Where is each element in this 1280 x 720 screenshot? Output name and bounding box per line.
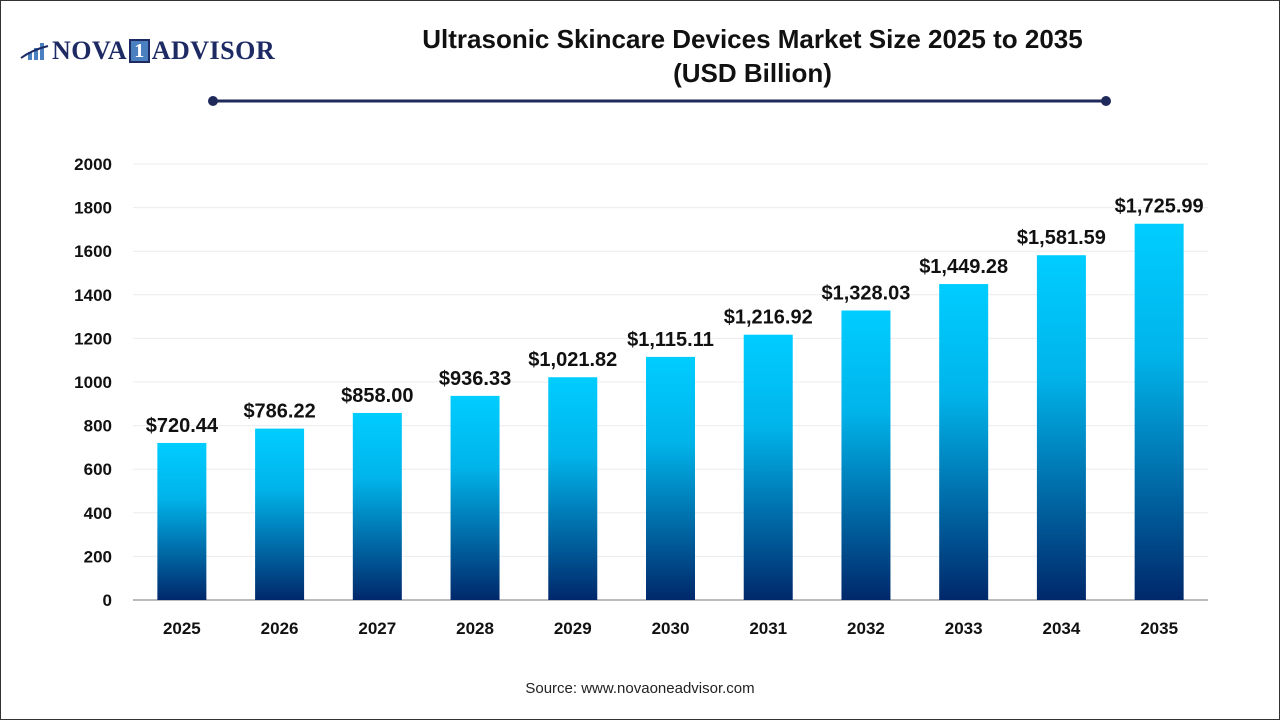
chart-title: Ultrasonic Skincare Devices Market Size … [300,22,1205,90]
y-tick-label: 1200 [74,329,112,348]
y-tick-label: 2000 [74,155,112,174]
bar-2031 [743,334,793,600]
x-tick-label: 2033 [945,619,983,638]
y-tick-label: 1400 [74,286,112,305]
data-label-2034: $1,581.59 [1017,227,1106,249]
y-tick-label: 1000 [74,373,112,392]
x-tick-label: 2034 [1042,619,1080,638]
x-tick-label: 2028 [456,619,494,638]
data-label-2028: $936.33 [439,368,511,390]
y-tick-label: 400 [84,504,112,523]
chart-title-line2: (USD Billion) [673,58,832,88]
y-tick-label: 1800 [74,199,112,218]
chart-title-line1: Ultrasonic Skincare Devices Market Size … [422,24,1083,54]
y-tick-label: 1600 [74,242,112,261]
y-axis-ticks: 0 200 400 600 800 1000 1200 1400 1600 1800 2000 [74,155,112,610]
bar-2030 [646,356,695,600]
x-tick-label: 2026 [261,619,299,638]
x-tick-label: 2031 [749,619,787,638]
data-label-2031: $1,216.92 [724,307,813,329]
data-label-2033: $1,449.28 [919,256,1008,278]
bar-2027 [352,412,402,600]
logo-bars-icon [20,43,49,60]
bar-2025 [157,442,207,600]
data-label-2026: $786.22 [243,401,315,423]
y-tick-label: 600 [84,460,112,479]
data-label-2035: $1,725.99 [1115,196,1204,218]
y-tick-label: 800 [84,417,112,436]
x-tick-label: 2029 [554,619,592,638]
source-note: Source: www.novaoneadvisor.com [525,680,755,697]
data-labels: $720.44 $786.22 $858.00 $936.33 $1,021.82 $1,… [146,196,1204,437]
title-rule [208,96,1111,106]
bar-2034 [1036,255,1086,600]
x-tick-label: 2032 [847,619,885,638]
x-tick-label: 2027 [358,619,396,638]
logo-text-one: 1 [129,39,150,63]
logo-text-nova: NOVA [52,36,128,65]
data-label-2029: $1,021.82 [528,349,617,371]
bar-2033 [939,284,989,600]
bars [157,223,1184,600]
x-tick-label: 2030 [652,619,690,638]
logo: NOVA 1 ADVISOR [20,36,275,66]
title-rule-dot-right [1101,96,1111,106]
x-tick-label: 2035 [1140,619,1178,638]
logo-text-advisor: ADVISOR [151,36,276,65]
data-label-2032: $1,328.03 [821,282,910,304]
bar-2028 [450,395,500,600]
title-rule-dot-left [208,96,218,106]
bar-2032 [841,310,891,600]
y-tick-label: 0 [103,591,112,610]
data-label-2030: $1,115.11 [627,329,714,351]
x-axis-ticks: 2025 2026 2027 2028 2029 2030 2031 2032 2033 2034… [163,619,1178,638]
bar-2035 [1134,223,1184,600]
x-tick-label: 2025 [163,619,201,638]
data-label-2027: $858.00 [341,385,413,407]
bar-2026 [255,428,305,600]
data-label-2025: $720.44 [146,415,219,437]
bar-2029 [548,377,598,600]
y-tick-label: 200 [84,547,112,566]
